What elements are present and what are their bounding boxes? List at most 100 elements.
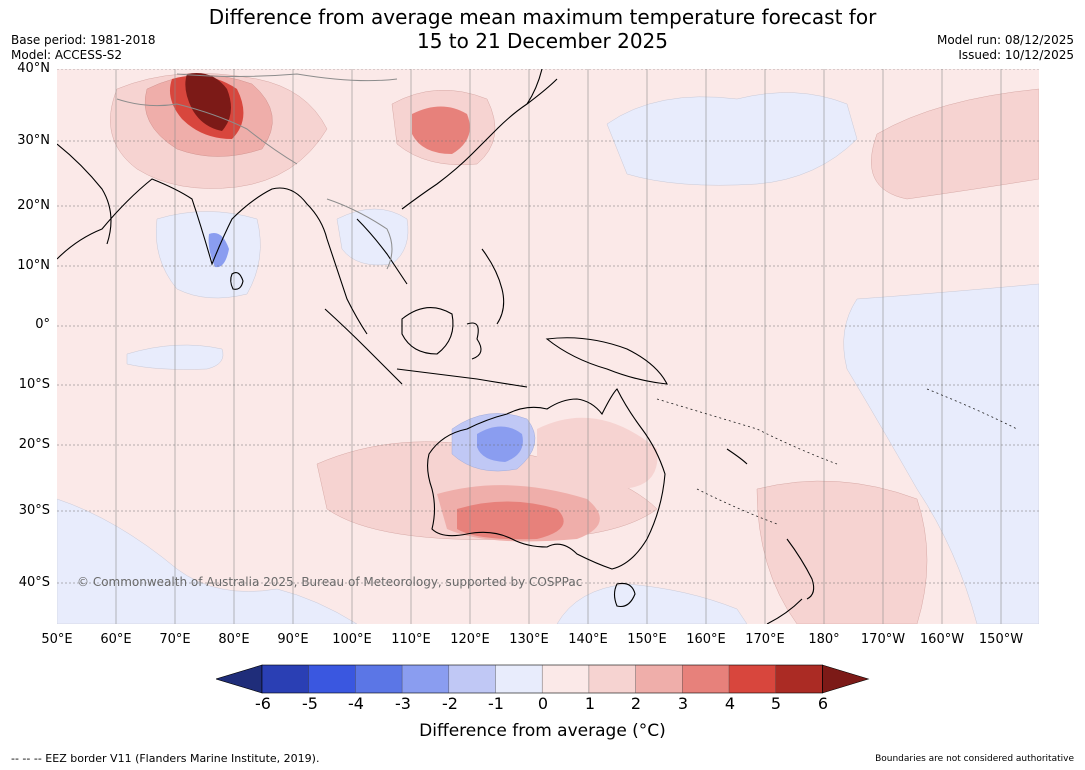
colorbar-tick-label: -6 [255,694,271,713]
south-australia-hot-area [457,501,564,540]
colorbar-tick-label: 5 [770,694,782,713]
colorbar-segment [402,665,450,693]
central-pacific-cool-area [606,92,858,186]
north-pacific-warm-area [871,88,1039,200]
copyright-notice: © Commonwealth of Australia 2025, Bureau… [77,575,582,589]
coastline-sumatra [324,308,403,385]
colorbar-segment [542,665,590,693]
coastline-se-asia [326,69,543,335]
colorbar-segment [682,665,730,693]
colorbar-segment [495,665,543,693]
australia-interior-warm-area [537,417,658,489]
lat-label: 30°N [17,133,50,148]
meta-right: Model run: 08/12/2025 Issued: 10/12/2025 [937,33,1074,63]
border-indochina [326,198,393,270]
colorbar-tick-label: -5 [302,694,318,713]
colorbar-segment [635,665,683,693]
colorbar-tick-label: 4 [724,694,736,713]
colorbar-extend-low [216,664,263,694]
coastline-sri-lanka [230,272,244,290]
colorbar-segment [729,665,776,693]
himalaya-hotspot [185,73,231,131]
colorbar [216,664,870,694]
lat-label: 10°N [17,258,50,273]
colorbar-tick-label: 0 [537,694,549,713]
east-china-hot-area [412,106,470,154]
model-run: Model run: 08/12/2025 [936,33,1074,47]
colorbar-segment [308,665,356,693]
coastlines [57,69,815,624]
colorbar-tick-label: -3 [395,694,411,713]
lat-label: 0° [35,317,50,332]
coastline-new-zealand-south [766,598,803,624]
coastline-new-caledonia [726,448,748,465]
coastline-tasmania [613,582,636,608]
coastline-arabia-india [57,143,328,266]
lat-label: 30°S [18,503,50,518]
model-name: Model: ACCESS-S2 [11,48,123,62]
lon-label: 90°E [277,632,309,647]
colorbar-tick-label: 2 [630,694,642,713]
coastline-new-zealand-north [786,538,815,600]
lon-label: 150°E [627,632,667,647]
nz-east-warm-area [756,480,928,624]
chart-title: Difference from average mean maximum tem… [0,5,1085,53]
coastline-philippines [481,248,505,325]
eez-border [656,398,838,465]
border-china-north [176,73,398,82]
lat-label: 40°S [18,575,50,590]
title-line-2: 15 to 21 December 2025 [416,29,668,53]
lon-label: 150°W [978,632,1024,647]
bay-of-bengal-cool-area [156,211,261,299]
lon-label: 170°E [745,632,785,647]
coastline-new-guinea [545,337,668,385]
colorbar-tick-label: 6 [817,694,829,713]
colorbar-extend-high [822,664,870,694]
meta-left: Base period: 1981-2018 Model: ACCESS-S2 [11,33,156,63]
colorbar-tick-label: -1 [488,694,504,713]
colorbar-title: Difference from average (°C) [419,721,666,741]
lon-label: 160°W [919,632,965,647]
colorbar-tick-label: -4 [348,694,364,713]
issued-date: Issued: 10/12/2025 [958,48,1074,62]
lat-label: 20°N [17,198,50,213]
lat-label: 40°N [17,61,50,76]
pilbara-colder-area [477,426,523,462]
lon-label: 80°E [218,632,250,647]
eez-borders [656,388,1018,525]
colorbar-segment [588,665,636,693]
lon-label: 120°E [450,632,490,647]
lon-label: 70°E [159,632,191,647]
title-line-1: Difference from average mean maximum tem… [208,5,877,29]
lat-label: 20°S [18,437,50,452]
indochina-cool-area [336,208,409,266]
lon-label: 100°E [332,632,372,647]
lon-label: 130°E [509,632,549,647]
coastline-sulawesi [466,322,482,360]
lon-label: 160°E [686,632,726,647]
lon-label: 110°E [391,632,431,647]
coastline-borneo [401,307,454,355]
lon-label: 60°E [100,632,132,647]
colorbar-tick-label: 1 [584,694,596,713]
country-borders [116,73,398,270]
anomaly-map: © Commonwealth of Australia 2025, Bureau… [57,69,1039,624]
lon-label: 180° [808,632,840,647]
boundaries-disclaimer: Boundaries are not considered authoritat… [875,754,1074,764]
south-indian-ocean-cool-area [57,498,358,624]
lat-label: 10°S [18,377,50,392]
colorbar-segment [262,665,309,693]
coastline-australia [426,388,666,570]
colorbar-segment [448,665,496,693]
lon-label: 170°W [860,632,906,647]
coastline-java [396,368,528,388]
colorbar-tick-label: -2 [442,694,458,713]
tasman-cool-area [556,583,748,624]
lon-label: 50°E [41,632,73,647]
colorbar-tick-label: 3 [677,694,689,713]
base-period: Base period: 1981-2018 [11,33,156,47]
eez-legend-note: -- -- -- EEZ border V11 (Flanders Marine… [11,752,320,765]
east-pacific-cool-area [843,283,1039,624]
lon-label: 140°E [568,632,608,647]
colorbar-segment [775,665,823,693]
